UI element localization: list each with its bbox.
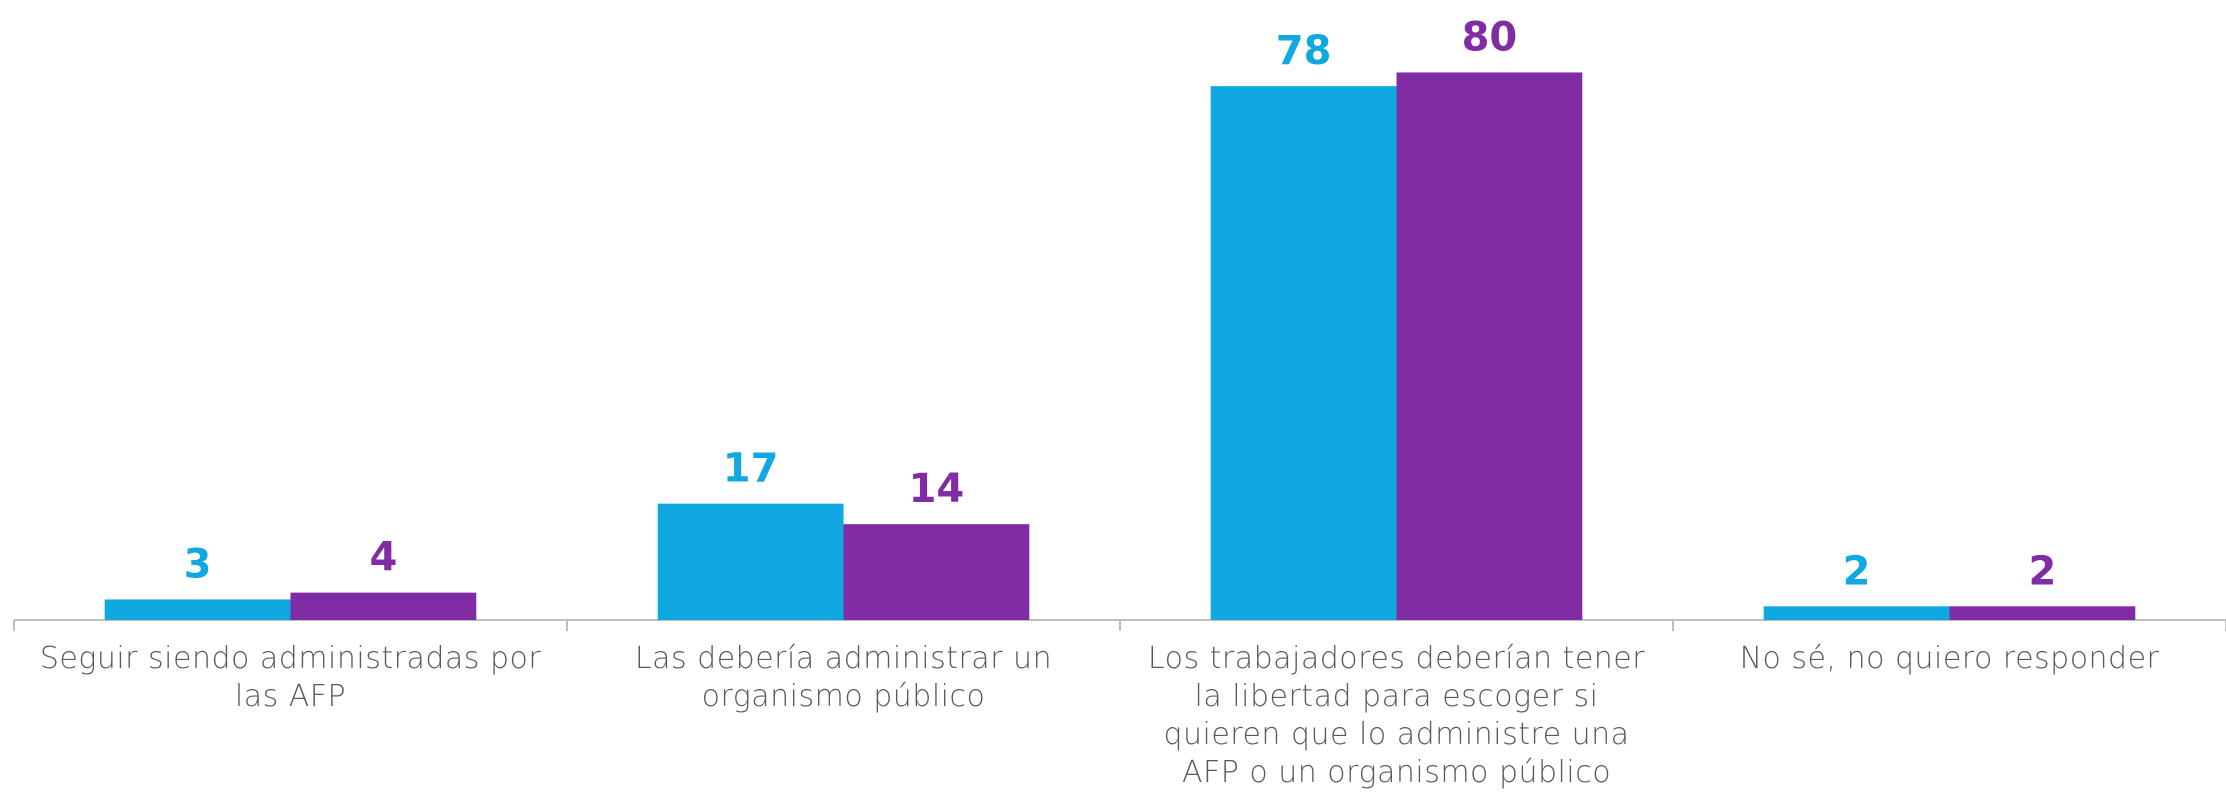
bar bbox=[290, 592, 477, 620]
bar bbox=[1396, 72, 1583, 620]
bar bbox=[104, 599, 291, 620]
data-label: 2 bbox=[2028, 548, 2056, 594]
data-label: 80 bbox=[1462, 14, 1518, 60]
x-tick-label: Las debería administrar un organismo púb… bbox=[634, 641, 1053, 714]
data-label: 3 bbox=[184, 541, 212, 587]
bar bbox=[843, 524, 1030, 620]
data-label: 17 bbox=[723, 446, 779, 492]
bar bbox=[1763, 606, 1950, 620]
data-label: 4 bbox=[369, 535, 397, 581]
x-tick-label: Los trabajadores deberían tener la liber… bbox=[1147, 641, 1646, 790]
data-label: 14 bbox=[909, 466, 965, 512]
bar bbox=[1210, 86, 1397, 621]
bar bbox=[1949, 606, 2136, 620]
bar bbox=[657, 503, 844, 620]
x-tick-label: No sé, no quiero responder bbox=[1739, 641, 2160, 676]
data-label: 2 bbox=[1843, 548, 1871, 594]
data-label: 78 bbox=[1276, 28, 1332, 74]
x-tick-label: Seguir siendo administradas por las AFP bbox=[39, 641, 542, 714]
